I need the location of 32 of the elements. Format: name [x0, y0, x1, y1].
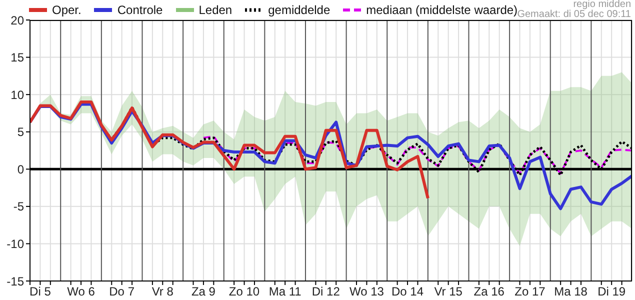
x-tick-label: Di 19 — [598, 284, 626, 299]
y-tick-label: -5 — [13, 200, 24, 214]
annotation: Gemaakt: di 05 dec 09:11 — [517, 9, 631, 20]
x-tick-label: Wo 6 — [67, 284, 96, 299]
y-tick-label: 15 — [10, 50, 24, 65]
x-tick-label: Za 9 — [191, 284, 216, 299]
line-series — [202, 135, 632, 175]
line-series — [30, 100, 430, 200]
y-tick-label: 0 — [17, 162, 24, 176]
y-tick-label: 10 — [10, 88, 24, 102]
legend-label: Controle — [117, 3, 163, 17]
x-tick-label: Zo 17 — [514, 284, 546, 299]
x-tick-label: Wo 13 — [349, 284, 384, 299]
text: regio midden — [572, 0, 631, 10]
x-tick-label: Vr 8 — [152, 284, 174, 299]
y-tick-label: -10 — [6, 236, 24, 251]
y-tick-label: -15 — [6, 274, 24, 288]
x-tick-label: Ma 18 — [554, 284, 588, 299]
x-tick-label: Di 5 — [30, 284, 52, 299]
y-tick-label: 5 — [17, 125, 24, 140]
legend-label: gemiddelde — [268, 3, 330, 17]
legend-label: Oper. — [52, 3, 82, 17]
y-tick-label: 20 — [10, 13, 24, 28]
x-tick-label: Do 14 — [392, 284, 424, 299]
x-tick-label: Vr 15 — [434, 284, 463, 299]
x-tick-label: Ma 11 — [268, 284, 302, 299]
x-tick-label: Do 7 — [109, 284, 135, 299]
legend-label: Leden — [198, 3, 232, 17]
x-tick-label: Di 12 — [312, 284, 340, 299]
x-tick-label: Zo 10 — [228, 284, 260, 299]
x-tick-label: Za 16 — [474, 284, 505, 299]
legend-label: mediaan (middelste waarde) — [366, 3, 518, 17]
